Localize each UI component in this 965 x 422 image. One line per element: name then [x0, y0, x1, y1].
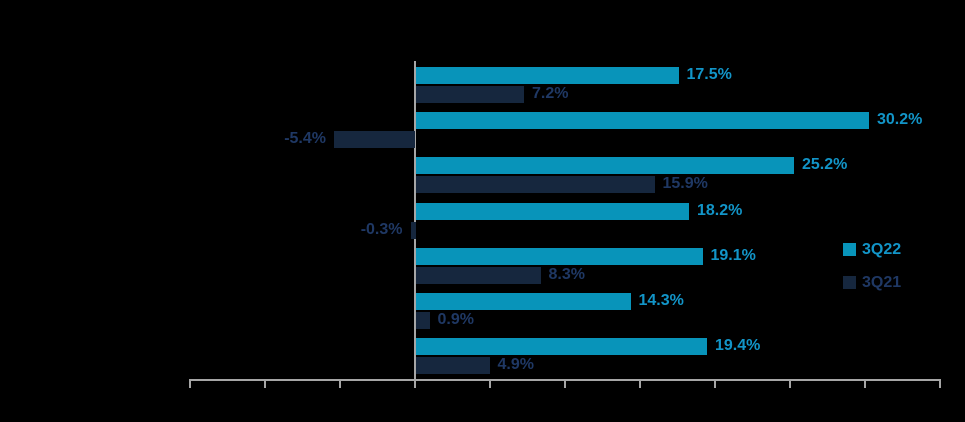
legend-label-3q22: 3Q22: [862, 241, 902, 258]
bar-3q22-cat4: [416, 203, 689, 220]
bar-value-label-3q22-cat4: 18.2%: [697, 202, 743, 219]
bar-value-label-3q22-cat2: 30.2%: [877, 111, 923, 128]
bar-3q21-cat2: [334, 131, 415, 148]
bar-value-label-3q21-cat3: 15.9%: [662, 175, 708, 192]
y-axis-line: [414, 61, 416, 381]
bar-value-label-3q22-cat1: 17.5%: [686, 66, 732, 83]
bar-value-label-3q22-cat5: 19.1%: [710, 247, 756, 264]
legend-item-3q21: 3Q21: [843, 274, 901, 291]
bar-3q22-cat3: [416, 157, 794, 174]
legend-swatch-3q21: [843, 276, 856, 289]
legend-label-3q21: 3Q21: [862, 274, 902, 291]
x-axis-tick: [864, 381, 866, 388]
x-axis-tick: [414, 381, 416, 388]
bar-value-label-3q21-cat7: 4.9%: [497, 356, 534, 373]
bar-value-label-3q21-cat1: 7.2%: [532, 85, 569, 102]
x-axis-tick: [639, 381, 641, 388]
bar-value-label-3q22-cat7: 19.4%: [715, 337, 761, 354]
bar-3q21-cat1: [416, 86, 524, 103]
bar-value-label-3q22-cat6: 14.3%: [638, 292, 684, 309]
bar-3q21-cat6: [416, 312, 430, 329]
bar-3q22-cat2: [416, 112, 869, 129]
bar-value-label-3q21-cat5: 8.3%: [548, 266, 585, 283]
legend: 3Q22 3Q21: [843, 241, 901, 307]
x-axis-tick: [489, 381, 491, 388]
x-axis-tick: [714, 381, 716, 388]
bar-value-label-3q21-cat4: -0.3%: [360, 221, 403, 238]
legend-swatch-3q22: [843, 243, 856, 256]
bar-3q22-cat6: [416, 293, 631, 310]
bar-3q22-cat1: [416, 67, 679, 84]
legend-item-3q22: 3Q22: [843, 241, 901, 258]
bar-3q22-cat5: [416, 248, 703, 265]
x-axis-tick: [189, 381, 191, 388]
bar-value-label-3q22-cat3: 25.2%: [802, 156, 848, 173]
x-axis-tick: [264, 381, 266, 388]
x-axis-tick: [939, 381, 941, 388]
bar-3q22-cat7: [416, 338, 707, 355]
bar-3q21-cat4: [410, 222, 416, 239]
bar-3q21-cat3: [416, 176, 655, 193]
x-axis-line: [189, 379, 941, 381]
bar-value-label-3q21-cat2: -5.4%: [284, 130, 326, 147]
x-axis-tick: [564, 381, 566, 388]
x-axis-tick: [789, 381, 791, 388]
bar-3q21-cat7: [416, 357, 490, 374]
x-axis-tick: [339, 381, 341, 388]
bar-3q21-cat5: [416, 267, 541, 284]
bar-value-label-3q21-cat6: 0.9%: [437, 311, 474, 328]
